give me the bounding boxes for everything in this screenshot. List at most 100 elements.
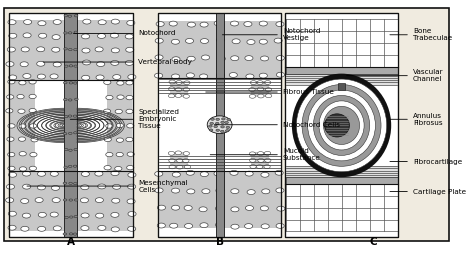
Circle shape: [31, 138, 38, 142]
Circle shape: [22, 171, 30, 176]
Circle shape: [222, 118, 225, 120]
Circle shape: [201, 39, 209, 44]
Circle shape: [175, 94, 182, 98]
Circle shape: [6, 62, 14, 67]
Circle shape: [74, 65, 77, 67]
Circle shape: [38, 33, 47, 38]
Circle shape: [111, 61, 119, 65]
Circle shape: [184, 224, 192, 229]
Circle shape: [261, 224, 269, 229]
Circle shape: [65, 184, 73, 189]
Circle shape: [73, 182, 77, 185]
Circle shape: [200, 74, 208, 79]
Circle shape: [215, 222, 224, 227]
Circle shape: [155, 188, 163, 193]
Circle shape: [264, 151, 271, 155]
Circle shape: [18, 109, 25, 113]
Text: Fibrous Tissue: Fibrous Tissue: [206, 89, 334, 95]
Circle shape: [36, 47, 45, 52]
Circle shape: [69, 48, 72, 51]
Circle shape: [127, 124, 134, 128]
Circle shape: [24, 19, 32, 24]
Circle shape: [249, 152, 255, 156]
Circle shape: [106, 124, 113, 128]
Circle shape: [265, 94, 272, 98]
Bar: [9, 13, 133, 236]
Circle shape: [9, 172, 17, 177]
Circle shape: [177, 159, 183, 162]
Circle shape: [53, 62, 61, 67]
Ellipse shape: [313, 95, 370, 155]
Circle shape: [157, 223, 165, 228]
Circle shape: [7, 184, 15, 189]
Circle shape: [276, 72, 284, 77]
Circle shape: [276, 56, 284, 61]
Bar: [158, 13, 282, 236]
Circle shape: [125, 34, 133, 39]
Circle shape: [7, 47, 15, 52]
Circle shape: [68, 132, 72, 135]
Bar: [107, 80, 132, 171]
Bar: [9, 171, 133, 231]
Circle shape: [68, 172, 76, 177]
Circle shape: [6, 198, 14, 202]
Circle shape: [260, 206, 268, 211]
Circle shape: [157, 205, 165, 210]
Text: Specialized
Embryonic
Tissue: Specialized Embryonic Tissue: [70, 109, 179, 129]
Bar: [285, 19, 398, 67]
Circle shape: [214, 21, 222, 26]
Circle shape: [29, 80, 36, 84]
Circle shape: [19, 152, 27, 156]
Circle shape: [80, 198, 89, 203]
Circle shape: [104, 165, 111, 170]
Circle shape: [63, 133, 67, 135]
Circle shape: [9, 33, 17, 38]
Circle shape: [231, 224, 239, 229]
Bar: [285, 13, 398, 236]
Circle shape: [230, 170, 238, 175]
Circle shape: [117, 81, 124, 85]
Bar: [9, 13, 133, 236]
Circle shape: [221, 121, 224, 123]
Circle shape: [69, 199, 73, 201]
Circle shape: [175, 151, 182, 155]
Circle shape: [168, 94, 175, 98]
Circle shape: [274, 38, 282, 43]
Bar: [9, 20, 133, 80]
Circle shape: [63, 182, 67, 184]
Ellipse shape: [325, 114, 349, 137]
Circle shape: [64, 166, 67, 168]
Circle shape: [68, 15, 72, 17]
Circle shape: [115, 109, 122, 114]
Circle shape: [53, 226, 61, 231]
Circle shape: [249, 158, 256, 162]
Circle shape: [37, 226, 46, 231]
Circle shape: [231, 189, 239, 194]
Circle shape: [172, 172, 181, 177]
Circle shape: [104, 80, 111, 84]
Text: Mucoid
Substance: Mucoid Substance: [210, 148, 321, 161]
Circle shape: [37, 74, 46, 79]
Bar: [216, 13, 224, 236]
Circle shape: [9, 75, 17, 80]
Circle shape: [226, 130, 229, 132]
Circle shape: [202, 189, 210, 194]
Circle shape: [183, 88, 190, 92]
Circle shape: [128, 172, 136, 177]
Circle shape: [127, 199, 135, 204]
Circle shape: [128, 212, 136, 216]
Circle shape: [264, 165, 270, 169]
Circle shape: [74, 199, 78, 201]
Circle shape: [209, 129, 213, 131]
Circle shape: [37, 171, 46, 176]
Circle shape: [214, 125, 218, 128]
Circle shape: [186, 170, 194, 175]
Circle shape: [38, 212, 46, 217]
Circle shape: [115, 167, 122, 171]
Circle shape: [116, 152, 123, 157]
Circle shape: [69, 65, 73, 67]
Ellipse shape: [323, 106, 360, 144]
Circle shape: [231, 56, 239, 61]
Circle shape: [68, 32, 72, 34]
Circle shape: [259, 73, 267, 78]
